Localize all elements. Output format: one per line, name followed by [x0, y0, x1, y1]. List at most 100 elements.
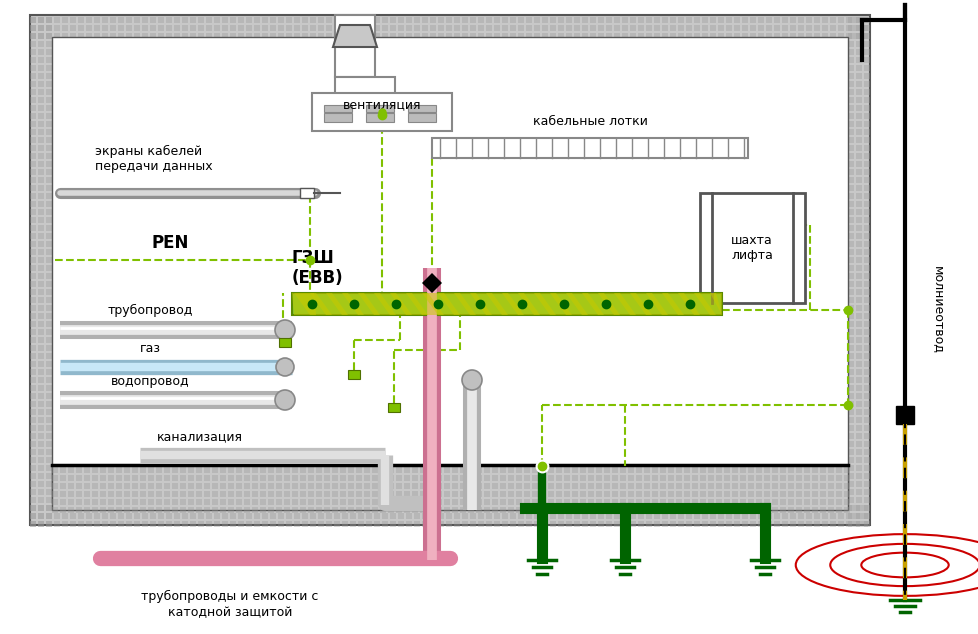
Bar	[709, 25, 715, 31]
Bar	[318, 25, 324, 31]
Bar	[334, 77, 394, 117]
Bar	[811, 507, 818, 513]
Bar	[678, 17, 684, 23]
Bar	[324, 499, 330, 505]
Bar	[533, 33, 540, 39]
Bar	[379, 483, 385, 489]
Bar	[855, 97, 861, 103]
Bar	[502, 25, 508, 31]
Text: шахта
лифта: шахта лифта	[731, 234, 773, 262]
Bar	[126, 521, 132, 527]
Bar	[732, 507, 737, 513]
Bar	[861, 513, 867, 519]
Bar	[324, 113, 352, 122]
Bar	[847, 457, 853, 463]
Bar	[669, 25, 676, 31]
Bar	[334, 15, 375, 77]
Bar	[611, 491, 617, 497]
Bar	[864, 193, 869, 199]
Bar	[422, 521, 427, 527]
Bar	[820, 475, 825, 481]
Bar	[855, 377, 861, 383]
Bar	[803, 491, 809, 497]
Bar	[827, 467, 833, 473]
Bar	[332, 499, 337, 505]
Bar	[611, 483, 617, 489]
Bar	[301, 17, 308, 23]
Bar	[492, 507, 498, 513]
Bar	[38, 473, 44, 479]
Bar	[855, 185, 861, 191]
Bar	[46, 25, 52, 31]
Bar	[196, 483, 201, 489]
Bar	[245, 521, 251, 527]
Bar	[644, 491, 649, 497]
Bar	[678, 25, 684, 31]
Bar	[542, 17, 548, 23]
Bar	[864, 217, 869, 223]
Bar	[238, 521, 244, 527]
Bar	[291, 475, 297, 481]
Bar	[308, 507, 314, 513]
Bar	[236, 507, 242, 513]
Bar	[38, 489, 44, 495]
Bar	[717, 25, 724, 31]
Bar	[134, 25, 140, 31]
Bar	[398, 17, 404, 23]
Bar	[244, 467, 249, 473]
Bar	[260, 475, 266, 481]
Bar	[270, 513, 276, 519]
Bar	[724, 467, 730, 473]
Bar	[374, 505, 379, 511]
Text: экраны кабелей
передачи данных: экраны кабелей передачи данных	[95, 145, 212, 173]
Bar	[180, 507, 186, 513]
Bar	[427, 491, 433, 497]
Bar	[190, 513, 196, 519]
Bar	[94, 25, 100, 31]
Bar	[542, 505, 548, 511]
Bar	[693, 521, 699, 527]
Bar	[118, 513, 124, 519]
Bar	[205, 25, 212, 31]
Bar	[557, 17, 563, 23]
Bar	[454, 33, 460, 39]
Bar	[717, 17, 724, 23]
Bar	[715, 507, 721, 513]
Bar	[636, 491, 642, 497]
Bar	[855, 305, 861, 311]
Bar	[381, 513, 387, 519]
Bar	[855, 297, 861, 303]
Bar	[581, 33, 588, 39]
Bar	[180, 491, 186, 497]
Bar	[166, 521, 172, 527]
Bar	[531, 499, 538, 505]
Bar	[437, 17, 444, 23]
Bar	[228, 475, 234, 481]
Bar	[789, 521, 795, 527]
Bar	[847, 105, 853, 111]
Bar	[508, 507, 513, 513]
Bar	[38, 89, 44, 95]
Bar	[533, 513, 540, 519]
Bar	[412, 467, 418, 473]
Bar	[515, 491, 521, 497]
Bar	[190, 33, 196, 39]
Polygon shape	[645, 293, 684, 315]
Bar	[707, 507, 713, 513]
Bar	[156, 467, 161, 473]
Bar	[533, 25, 540, 31]
Bar	[62, 505, 67, 511]
Bar	[372, 499, 378, 505]
Bar	[134, 521, 140, 527]
Bar	[556, 499, 561, 505]
Bar	[485, 25, 492, 31]
Bar	[46, 161, 52, 167]
Bar	[644, 475, 649, 481]
Bar	[483, 499, 490, 505]
Bar	[339, 475, 345, 481]
Bar	[60, 483, 66, 489]
Bar	[508, 491, 513, 497]
Bar	[230, 505, 236, 511]
Bar	[38, 217, 44, 223]
Polygon shape	[485, 293, 523, 315]
